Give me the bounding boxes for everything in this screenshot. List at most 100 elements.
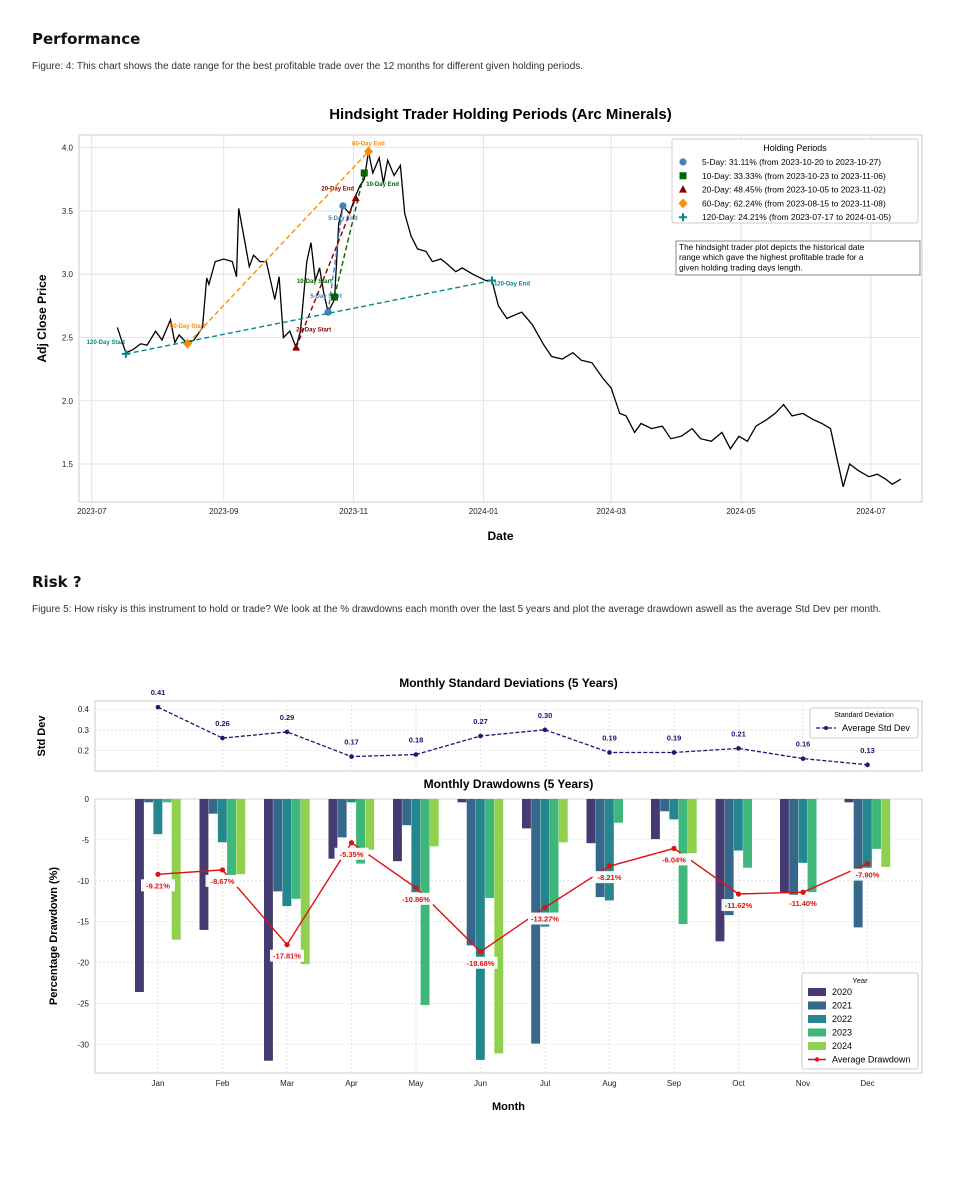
drawdown-bar-2023	[872, 799, 881, 849]
avg-drawdown-point	[606, 863, 613, 869]
drawdown-bar-2024	[365, 799, 375, 850]
holding-end-label: 120-Day End	[494, 282, 530, 288]
x-tick-label: 2023-07	[77, 507, 107, 516]
avg-drawdown-label: -7.90%	[856, 871, 880, 880]
data-label-bg	[528, 912, 562, 925]
legend-entry: Average Std Dev	[842, 723, 910, 733]
drawdown-bar-2021	[273, 799, 283, 892]
chart-title: Monthly Drawdowns (5 Years)	[424, 777, 594, 791]
drawdown-bar-2020	[715, 799, 725, 942]
std-data-label: 0.27	[473, 717, 488, 726]
x-tick-label: Jul	[540, 1079, 550, 1088]
legend-entry: 20-Day: 48.45% (from 2023-10-05 to 2023-…	[702, 185, 886, 195]
legend-entry: 60-Day: 62.24% (from 2023-08-15 to 2023-…	[702, 198, 886, 208]
price-line	[116, 151, 902, 487]
holding-end-label: 5-Day End	[328, 216, 358, 222]
data-label-bg	[205, 874, 240, 887]
avg-drawdown-point	[284, 942, 290, 948]
drawdown-bar-2022	[862, 799, 872, 868]
drawdown-bar-2024	[171, 799, 181, 940]
legend-entry: 120-Day: 24.21% (from 2023-07-17 to 2024…	[702, 212, 891, 222]
drawdown-bar-2024	[236, 799, 246, 875]
drawdown-bar-2023	[549, 799, 559, 914]
avg-drawdown-point	[219, 867, 226, 873]
x-axis-label: Month	[492, 1101, 525, 1113]
holding-end-marker	[360, 169, 368, 177]
std-point	[800, 756, 806, 761]
y-tick-label: -10	[77, 877, 89, 886]
drawdown-bar-2024	[300, 799, 310, 965]
avg-drawdown-label: -17.81%	[273, 952, 301, 961]
legend-box	[809, 707, 919, 739]
performance-heading: Performance	[32, 30, 141, 48]
avg-drawdown-label: -11.62%	[725, 901, 753, 910]
std-data-label: 0.29	[280, 713, 295, 722]
performance-caption: Figure: 4: This chart shows the date ran…	[32, 61, 584, 72]
avg-std-line	[157, 706, 868, 766]
holding-start-label: 10-Day Start	[297, 279, 332, 285]
drawdown-bar-2021	[789, 799, 799, 895]
avg-drawdown-point	[413, 885, 419, 891]
std-point	[413, 752, 419, 757]
std-data-label: 0.30	[538, 711, 553, 720]
y-tick-label: 3.5	[62, 207, 74, 216]
y-tick-label: 2.0	[62, 397, 74, 406]
y-tick-label: 1.5	[62, 460, 74, 469]
data-label-bg	[592, 871, 627, 884]
holding-start-label: 20-Day Start	[296, 328, 331, 334]
legend-title: Year	[852, 976, 868, 985]
holding-start-marker	[330, 293, 338, 301]
legend-entry: 2021	[832, 1001, 852, 1011]
std-point	[542, 727, 548, 733]
holding-start-marker	[292, 343, 301, 351]
chart-title: Monthly Standard Deviations (5 Years)	[399, 676, 618, 690]
legend-marker	[814, 1057, 820, 1062]
avg-drawdown-point	[671, 845, 677, 852]
std-point	[284, 729, 290, 735]
legend-entry: Average Drawdown	[832, 1055, 910, 1065]
x-tick-label: Feb	[216, 1079, 230, 1088]
avg-drawdown-point	[348, 840, 355, 846]
drawdown-bar-2020	[199, 799, 209, 930]
x-tick-label: 2024-05	[726, 507, 756, 516]
drawdown-bar-2020	[135, 799, 144, 992]
drawdown-bar-2022	[282, 799, 292, 907]
drawdown-bar-2021	[144, 799, 154, 803]
plot-frame	[78, 134, 923, 503]
avg-drawdown-label: -13.27%	[531, 915, 559, 924]
legend-box	[801, 972, 919, 1070]
chart-title: Hindsight Trader Holding Periods (Arc Mi…	[329, 106, 672, 123]
legend-swatch	[808, 1015, 826, 1023]
legend-entry: 2023	[832, 1028, 852, 1038]
drawdown-bar-2021	[208, 799, 218, 814]
legend-marker	[824, 726, 828, 730]
drawdown-bar-2020	[586, 799, 596, 844]
y-tick-label: 4.0	[62, 144, 74, 153]
avg-drawdown-point	[864, 861, 871, 867]
drawdown-bar-2022	[604, 799, 614, 901]
avg-drawdown-point	[800, 889, 806, 895]
holding-start-marker	[324, 308, 332, 316]
avg-drawdown-label: -6.04%	[662, 855, 686, 864]
annotation-box	[675, 240, 921, 276]
y-tick-label: -5	[82, 836, 90, 845]
avg-drawdown-label: -10.86%	[402, 895, 430, 904]
drawdown-bar-2023	[807, 799, 817, 893]
legend-title: Holding Periods	[763, 143, 827, 153]
drawdown-bar-2022	[733, 799, 743, 851]
avg-drawdown-label: -8.21%	[598, 873, 622, 882]
y-tick-label: -15	[77, 918, 89, 927]
y-tick-label: -30	[77, 1040, 89, 1049]
drawdown-bar-2023	[743, 799, 752, 868]
drawdown-bar-2020	[457, 799, 467, 803]
drawdown-bar-2020	[328, 799, 338, 859]
x-tick-label: Dec	[860, 1079, 874, 1088]
drawdown-bar-2024	[881, 799, 891, 867]
y-axis-label: Percentage Drawdown (%)	[48, 867, 60, 1005]
avg-drawdown-label: -11.40%	[789, 899, 817, 908]
drawdown-bar-2024	[429, 799, 439, 847]
holding-end-marker	[351, 193, 360, 202]
risk-caption: Figure 5: How risky is this instrument t…	[32, 604, 882, 615]
drawdown-bar-2023	[614, 799, 623, 823]
drawdown-bar-2024	[687, 799, 697, 853]
